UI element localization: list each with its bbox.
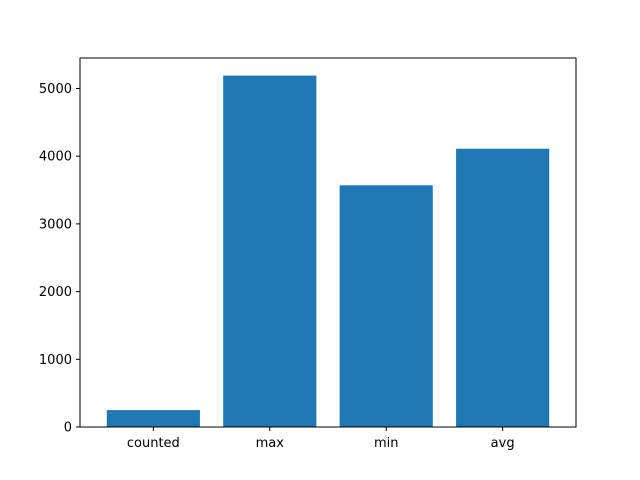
x-tick-label: counted: [127, 436, 180, 451]
x-tick-label: max: [256, 436, 285, 451]
y-tick-label: 2000: [39, 285, 72, 300]
bar-counted: [106, 410, 200, 427]
bar-max: [223, 75, 317, 427]
y-tick-label: 5000: [39, 82, 72, 97]
y-tick-label: 0: [64, 421, 72, 436]
y-tick-label: 4000: [39, 150, 72, 165]
bar-group: [106, 75, 550, 427]
x-tick-label: min: [374, 436, 399, 451]
y-tick-label: 1000: [39, 353, 72, 368]
plot-frame: [79, 57, 577, 428]
x-tick-label: avg: [491, 436, 515, 451]
x-axis: counted max min avg: [127, 427, 515, 451]
y-tick-label: 3000: [39, 217, 72, 232]
bar-avg: [456, 148, 550, 427]
bar-min: [339, 185, 433, 427]
y-axis: 0 1000 2000 3000 4000 5000: [39, 82, 80, 436]
